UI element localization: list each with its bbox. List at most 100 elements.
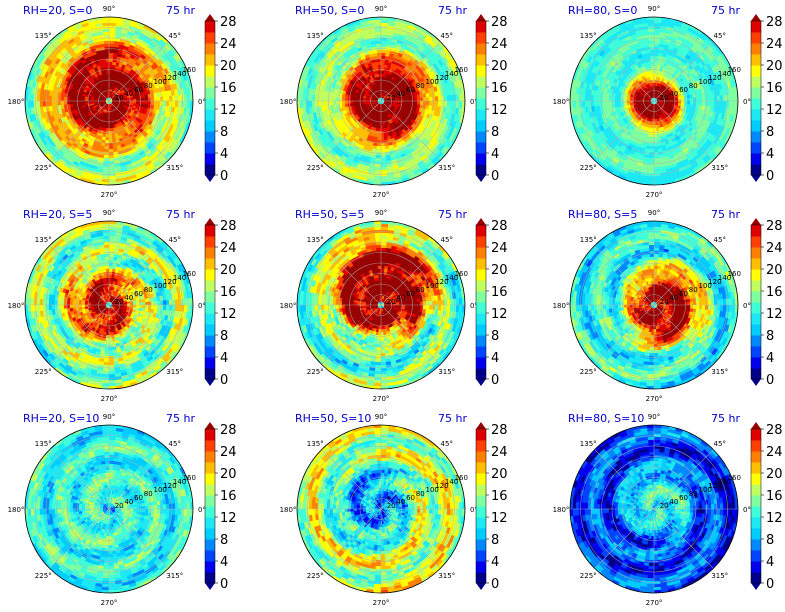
contour-cell — [731, 100, 736, 109]
contour-cell — [373, 175, 382, 180]
contour-cell — [648, 160, 655, 165]
contour-cell — [108, 139, 113, 144]
colorbar-extend-max — [476, 14, 486, 21]
contour-cell — [108, 49, 114, 54]
contour-cell — [108, 166, 116, 171]
colorbar-extend-max — [205, 14, 215, 21]
contour-cell — [380, 64, 385, 69]
contour-cell — [653, 178, 662, 183]
contour-cell — [602, 100, 607, 106]
contour-cell — [380, 145, 386, 150]
contour-cell — [48, 95, 53, 102]
contour-cell — [380, 160, 387, 165]
angle-tick-label: 270° — [101, 191, 118, 199]
contour-cell — [356, 98, 361, 102]
angle-tick-label: 315° — [438, 164, 455, 172]
contour-cell — [135, 98, 140, 102]
contour-cell — [72, 100, 77, 105]
contour-cell — [108, 145, 114, 150]
contour-cell — [380, 127, 384, 132]
colorbar-tick-label: 8 — [491, 125, 499, 140]
contour-cell — [596, 100, 601, 107]
contour-cell — [373, 22, 382, 27]
radial-tick-label: 40 — [124, 90, 133, 98]
colorbar-segment — [205, 98, 215, 110]
contour-cell — [72, 97, 77, 102]
contour-cell — [350, 95, 355, 99]
contour-cell — [375, 154, 382, 159]
colorbar-tick-label: 16 — [491, 81, 508, 96]
contour-cell — [380, 61, 385, 66]
contour-cell — [380, 19, 389, 24]
colorbar-tick-label: 28 — [220, 15, 237, 30]
contour-cell — [458, 93, 463, 102]
colorbar-segment — [476, 109, 486, 121]
contour-cell — [653, 154, 660, 159]
contour-cell — [108, 127, 112, 132]
contour-cell — [722, 100, 727, 108]
contour-cell — [407, 103, 412, 107]
contour-cell — [419, 97, 424, 102]
contour-cell — [375, 37, 382, 42]
contour-cell — [374, 169, 382, 174]
contour-cell — [593, 100, 598, 107]
contour-cell — [584, 100, 589, 108]
contour-cell — [308, 94, 313, 102]
contour-cell — [102, 31, 110, 36]
contour-cell — [413, 97, 418, 102]
contour-cell — [653, 157, 660, 162]
contour-cell — [653, 169, 661, 174]
contour-cell — [647, 169, 655, 174]
contour-cell — [581, 94, 586, 102]
contour-cell — [707, 100, 712, 107]
contour-cell — [27, 100, 32, 109]
contour-cell — [60, 100, 65, 106]
contour-cell — [581, 100, 586, 108]
contour-cell — [51, 95, 56, 102]
angle-tick-label: 90° — [103, 5, 115, 13]
contour-cell — [102, 166, 110, 171]
contour-cell — [380, 31, 388, 36]
panel-title: RH=50, S=0 — [295, 4, 364, 17]
contour-cell — [132, 100, 137, 104]
contour-cell — [105, 61, 110, 66]
colorbar-segment — [205, 164, 215, 176]
contour-cell — [377, 61, 382, 66]
contour-cell — [416, 97, 421, 102]
contour-cell — [183, 93, 188, 102]
contour-cell — [350, 100, 355, 104]
contour-cell — [299, 100, 304, 109]
contour-cell — [66, 100, 71, 105]
contour-cell — [713, 95, 718, 102]
colorbar-segment — [476, 98, 486, 110]
contour-cell — [108, 37, 115, 42]
contour-cell — [378, 127, 382, 132]
contour-cell — [383, 70, 387, 75]
contour-cell — [344, 100, 349, 105]
colorbar-extend-min — [205, 175, 215, 182]
contour-cell — [377, 133, 382, 138]
contour-cell — [135, 100, 140, 104]
contour-cell — [728, 93, 733, 102]
contour-cell — [647, 31, 655, 36]
contour-cell — [373, 19, 382, 24]
contour-cell — [69, 97, 74, 102]
contour-cell — [129, 100, 134, 104]
radial-tick-label: 20 — [115, 94, 124, 102]
contour-cell — [380, 58, 385, 63]
contour-cell — [377, 64, 382, 69]
contour-cell — [144, 100, 149, 105]
contour-cell — [108, 31, 116, 36]
contour-cell — [101, 22, 110, 27]
contour-cell — [60, 96, 65, 102]
contour-cell — [320, 95, 325, 102]
contour-cell — [332, 96, 337, 102]
contour-cell — [375, 157, 382, 162]
contour-cell — [69, 100, 74, 105]
contour-cell — [375, 43, 382, 48]
contour-cell — [707, 95, 712, 102]
contour-cell — [103, 160, 110, 165]
contour-cell — [104, 52, 110, 57]
contour-cell — [101, 19, 110, 24]
